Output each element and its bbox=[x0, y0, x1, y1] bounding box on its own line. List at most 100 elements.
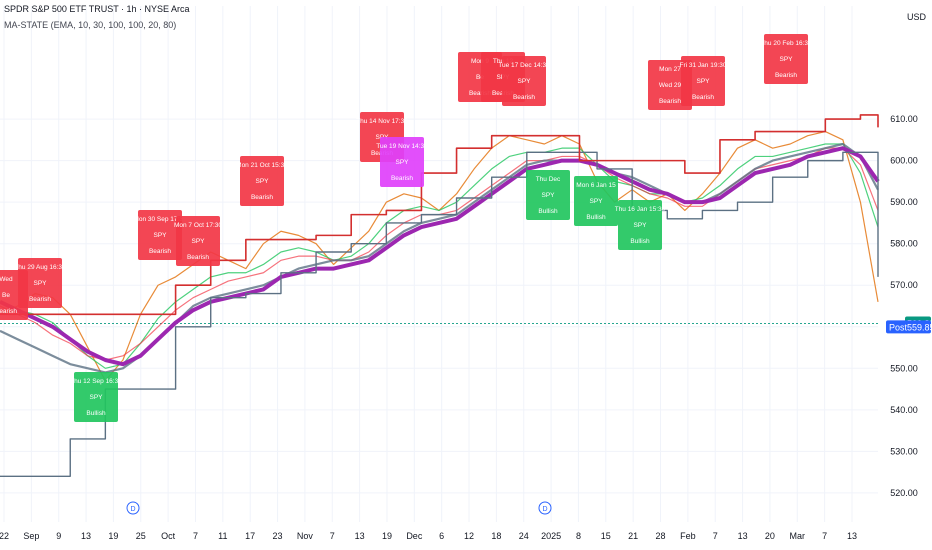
signal-text: Bearish bbox=[775, 72, 797, 79]
x-tick-label: 7 bbox=[713, 531, 718, 541]
signal-text: Bullish bbox=[586, 214, 606, 221]
x-tick-label: 2025 bbox=[541, 531, 561, 541]
x-tick-label: 18 bbox=[491, 531, 501, 541]
indicator-label[interactable]: MA-STATE (EMA, 10, 30, 100, 100, 20, 80) bbox=[4, 20, 177, 30]
signal-label[interactable]: Thu 20 Feb 16:30 SPY Bearish bbox=[760, 34, 812, 84]
x-tick-label: 19 bbox=[108, 531, 118, 541]
x-tick-label: 7 bbox=[822, 531, 827, 541]
signal-text: Mon 7 Oct 17:30 bbox=[174, 222, 222, 229]
signal-text: SPY bbox=[33, 280, 47, 287]
dividend-event-icon[interactable] bbox=[126, 501, 140, 515]
signal-text: Thu 12 Sep 16:30 bbox=[70, 378, 122, 385]
x-tick-label: 13 bbox=[847, 531, 857, 541]
x-tick-label: 6 bbox=[439, 531, 444, 541]
series-line-1 bbox=[0, 143, 879, 369]
signal-text: Bearish bbox=[469, 90, 491, 97]
x-tick-label: 9 bbox=[56, 531, 61, 541]
x-tick-label: 7 bbox=[193, 531, 198, 541]
x-tick-label: Feb bbox=[680, 531, 696, 541]
post-label: Post bbox=[889, 322, 908, 332]
event-label: D bbox=[130, 506, 135, 513]
x-tick-label: 13 bbox=[81, 531, 91, 541]
signal-text: Mon 6 Jan 15 bbox=[576, 182, 616, 189]
signal-text: Bearish bbox=[29, 296, 51, 303]
signal-box bbox=[618, 200, 662, 250]
signal-label[interactable]: Mon 21 Oct 15:30 SPY Bearish bbox=[236, 156, 288, 206]
signal-label[interactable]: Thu 16 Jan 15:30 SPY Bullish bbox=[615, 200, 666, 250]
signal-text: Thu 16 Jan 15:30 bbox=[615, 206, 666, 213]
x-tick-label: 24 bbox=[519, 531, 529, 541]
x-tick-label: 15 bbox=[601, 531, 611, 541]
signal-label[interactable]: Mon 6 Jan 15 SPY Bullish bbox=[574, 176, 618, 226]
series-line-0 bbox=[0, 130, 879, 382]
signal-label[interactable]: Thu 29 Aug 16:30 SPY Bearish bbox=[14, 258, 66, 308]
signal-text: Mon 30 Sep 17:30 bbox=[133, 216, 187, 223]
signal-text: Bullish bbox=[86, 410, 106, 417]
signal-text: SPY bbox=[517, 78, 531, 85]
y-tick-label: 580.00 bbox=[890, 239, 918, 249]
y-tick-label: 540.00 bbox=[890, 405, 918, 415]
signal-box bbox=[138, 210, 182, 260]
price-tags: 560.80 Post 559.85 bbox=[886, 316, 932, 334]
currency-label: USD bbox=[906, 12, 926, 22]
signal-text: Mon 27 bbox=[659, 66, 681, 73]
x-tick-label: Dec bbox=[406, 531, 423, 541]
signal-label[interactable]: Tue 19 Nov 14:30 SPY Bearish bbox=[376, 137, 428, 187]
signal-text: Tue 19 Nov 14:30 bbox=[376, 143, 428, 150]
x-tick-label: 8 bbox=[576, 531, 581, 541]
signal-text: Bearish bbox=[251, 194, 273, 201]
dividend-event-icon[interactable] bbox=[538, 501, 552, 515]
signal-box bbox=[74, 372, 118, 422]
signal-text: SPY bbox=[255, 178, 269, 185]
y-tick-label: 530.00 bbox=[890, 446, 918, 456]
y-tick-label: 600.00 bbox=[890, 156, 918, 166]
signal-text: SPY bbox=[191, 238, 205, 245]
signal-label[interactable]: Mon 30 Sep 17:30 SPY Bearish bbox=[133, 210, 187, 260]
signal-box bbox=[176, 216, 220, 266]
event-label: D bbox=[542, 506, 547, 513]
x-tick-label: 11 bbox=[218, 531, 227, 541]
signal-label[interactable]: Fri 31 Jan 19:30 SPY Bearish bbox=[680, 56, 727, 106]
y-axis: 520.00530.00540.00550.00560.00570.00580.… bbox=[890, 114, 918, 498]
post-price-tag bbox=[886, 320, 931, 334]
x-tick-label: 13 bbox=[738, 531, 748, 541]
x-tick-label: 28 bbox=[656, 531, 666, 541]
signal-box bbox=[502, 56, 546, 106]
signal-text: SPY bbox=[395, 159, 409, 166]
signal-text: Wed 29 bbox=[659, 82, 682, 89]
signal-text: Bearish bbox=[0, 308, 17, 315]
signal-text: Thu 20 Feb 16:30 bbox=[760, 40, 812, 47]
y-tick-label: 590.00 bbox=[890, 197, 918, 207]
signal-label[interactable]: Thu 12 Sep 16:30 SPY Bullish bbox=[70, 372, 122, 422]
x-tick-label: 13 bbox=[355, 531, 365, 541]
signal-box bbox=[574, 176, 618, 226]
signal-text: Bullish bbox=[630, 238, 650, 245]
signal-label[interactable]: Thu Dec SPY Bullish bbox=[526, 170, 570, 220]
annotations-layer: WedBeBearishThu 29 Aug 16:30SPYBearishTh… bbox=[0, 34, 812, 422]
y-tick-label: 520.00 bbox=[890, 488, 918, 498]
chart-title: SPDR S&P 500 ETF TRUST · 1h · NYSE Arca bbox=[4, 4, 190, 14]
signal-text: Thu 14 Nov 17:30 bbox=[356, 118, 408, 125]
signal-box bbox=[240, 156, 284, 206]
signal-box bbox=[764, 34, 808, 84]
x-tick-label: 12 bbox=[464, 531, 474, 541]
signal-label[interactable]: Tue 17 Dec 14:30 SPY Bearish bbox=[498, 56, 550, 106]
signal-box bbox=[681, 56, 725, 106]
x-tick-label: 7 bbox=[330, 531, 335, 541]
signal-text: Mon 21 Oct 15:30 bbox=[236, 162, 288, 169]
x-tick-label: 17 bbox=[245, 531, 255, 541]
signal-label[interactable]: Mon 7 Oct 17:30 SPY Bearish bbox=[174, 216, 222, 266]
x-tick-label: 21 bbox=[628, 531, 638, 541]
x-tick-label: 23 bbox=[273, 531, 283, 541]
signal-text: Fri 31 Jan 19:30 bbox=[680, 62, 727, 69]
x-tick-label: 22 bbox=[0, 531, 9, 541]
x-tick-label: Mar bbox=[790, 531, 806, 541]
x-tick-label: 19 bbox=[382, 531, 392, 541]
x-axis: 22 Sep 9 13 19 25 Oct 7 11 17 23 Nov 7 13 19 Dec 6 12 18 24… bbox=[0, 531, 857, 541]
x-tick-label: Sep bbox=[23, 531, 39, 541]
signal-box bbox=[380, 137, 424, 187]
signal-text: Be bbox=[2, 292, 10, 299]
signal-text: Bearish bbox=[187, 254, 209, 261]
signal-text: Bearish bbox=[391, 175, 413, 182]
